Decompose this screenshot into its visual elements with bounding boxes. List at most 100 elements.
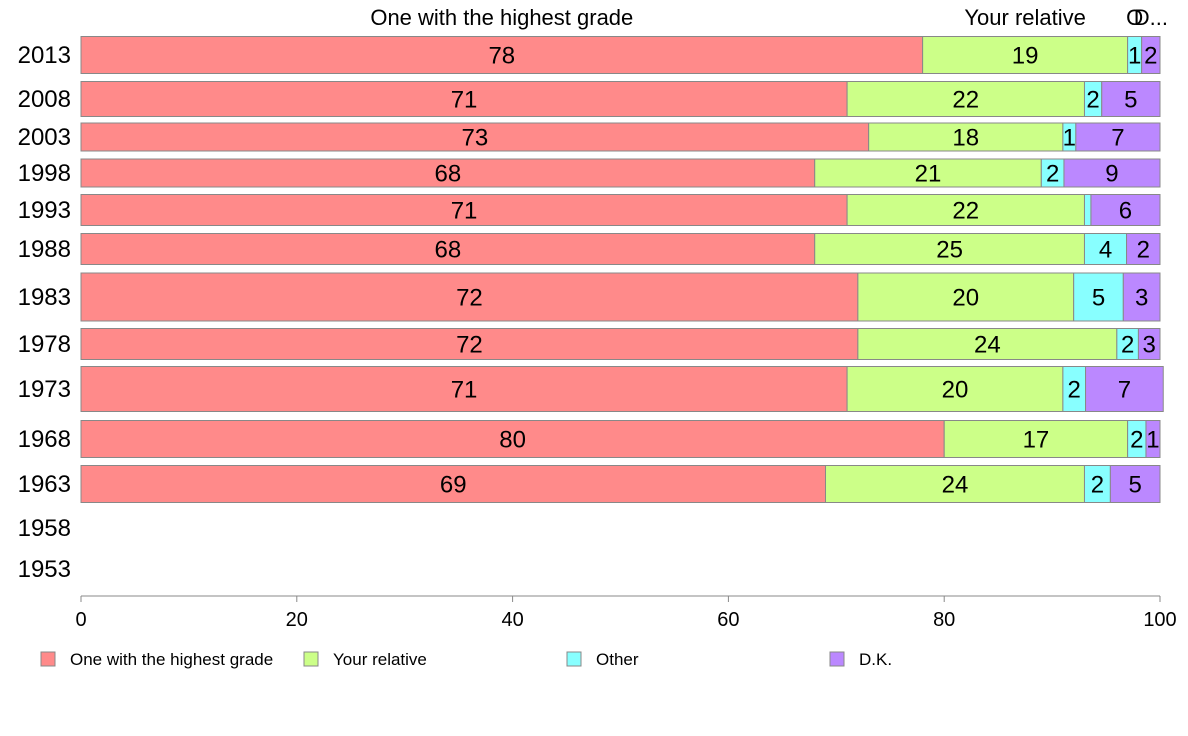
legend-label-other: Other — [596, 650, 639, 669]
row-label-1958: 1958 — [18, 515, 71, 542]
data-label-other-1998: 2 — [1046, 161, 1059, 188]
row-label-1968: 1968 — [18, 426, 71, 453]
row-label-2003: 2003 — [18, 124, 71, 151]
bar-d-k-2003 — [1075, 122, 1161, 152]
bar-your-relative-1963 — [825, 465, 1085, 503]
bar-your-relative-1973 — [846, 366, 1064, 412]
bar-your-relative-1998 — [814, 158, 1042, 188]
legend-swatch-other — [566, 651, 582, 667]
data-label-d-k-1988: 2 — [1137, 237, 1150, 264]
row-label-2008: 2008 — [18, 86, 71, 113]
bar-one-with-the-highest-grade-1973 — [80, 366, 848, 412]
row-label-1993: 1993 — [18, 197, 71, 224]
bar-d-k-2013 — [1141, 36, 1161, 74]
data-label-your-relative-1978: 24 — [974, 332, 1001, 359]
data-label-one-with-the-highest-grade-1998: 68 — [435, 161, 462, 188]
data-label-your-relative-1983: 20 — [952, 285, 979, 312]
x-tick-label-60: 60 — [717, 609, 739, 631]
row-label-1998: 1998 — [18, 160, 71, 187]
data-label-d-k-2008: 5 — [1124, 87, 1137, 114]
data-label-other-2003: 1 — [1063, 125, 1076, 152]
data-label-one-with-the-highest-grade-1973: 71 — [451, 377, 478, 404]
data-label-one-with-the-highest-grade-2008: 71 — [451, 87, 478, 114]
bar-other-1983 — [1073, 272, 1124, 322]
data-label-one-with-the-highest-grade-2013: 78 — [488, 43, 515, 70]
bar-other-1988 — [1083, 233, 1128, 265]
top-label-other: O — [1126, 5, 1143, 30]
data-label-d-k-2013: 2 — [1144, 43, 1157, 70]
bar-your-relative-2008 — [846, 81, 1085, 117]
legend-label-one-with-the-highest-grade: One with the highest grade — [70, 650, 273, 669]
data-label-d-k-1983: 3 — [1135, 285, 1148, 312]
bar-d-k-1978 — [1137, 328, 1161, 360]
bar-your-relative-1993 — [846, 194, 1085, 226]
row-label-1973: 1973 — [18, 376, 71, 403]
bar-d-k-1988 — [1126, 233, 1161, 265]
data-label-one-with-the-highest-grade-1983: 72 — [456, 285, 483, 312]
bar-d-k-1998 — [1063, 158, 1161, 188]
data-label-your-relative-1988: 25 — [936, 237, 963, 264]
data-label-d-k-1993: 6 — [1119, 198, 1132, 225]
data-label-other-1963: 2 — [1091, 472, 1104, 499]
legend-swatch-d-k — [829, 651, 845, 667]
bar-one-with-the-highest-grade-1983 — [80, 272, 859, 322]
row-label-1988: 1988 — [18, 236, 71, 263]
data-label-one-with-the-highest-grade-1978: 72 — [456, 332, 483, 359]
row-label-1978: 1978 — [18, 331, 71, 358]
data-label-other-1973: 2 — [1068, 377, 1081, 404]
bar-one-with-the-highest-grade-2013 — [80, 36, 924, 74]
bar-d-k-1963 — [1109, 465, 1161, 503]
top-label-d-k: D... — [1134, 5, 1168, 30]
legend-label-d-k: D.K. — [859, 650, 892, 669]
bar-d-k-1968 — [1145, 420, 1161, 458]
bar-one-with-the-highest-grade-1978 — [80, 328, 859, 360]
bar-one-with-the-highest-grade-1963 — [80, 465, 827, 503]
data-label-one-with-the-highest-grade-1993: 71 — [451, 198, 478, 225]
data-label-d-k-1963: 5 — [1129, 472, 1142, 499]
legend-label-your-relative: Your relative — [333, 650, 427, 669]
bar-your-relative-2003 — [868, 122, 1064, 152]
data-label-other-1968: 2 — [1130, 427, 1143, 454]
row-label-1963: 1963 — [18, 471, 71, 498]
bar-d-k-1983 — [1122, 272, 1161, 322]
data-label-other-1988: 4 — [1099, 237, 1112, 264]
bar-one-with-the-highest-grade-1968 — [80, 420, 945, 458]
legend-swatch-your-relative — [303, 651, 319, 667]
data-label-d-k-2003: 7 — [1111, 125, 1124, 152]
row-label-1953: 1953 — [18, 556, 71, 583]
bar-your-relative-1968 — [943, 420, 1129, 458]
data-label-your-relative-1998: 21 — [915, 161, 942, 188]
x-tick-label-0: 0 — [75, 609, 86, 631]
data-label-one-with-the-highest-grade-1963: 69 — [440, 472, 467, 499]
data-label-your-relative-1993: 22 — [952, 198, 979, 225]
data-label-other-2013: 1 — [1128, 43, 1141, 70]
bar-other-1963 — [1083, 465, 1111, 503]
bar-one-with-the-highest-grade-1988 — [80, 233, 816, 265]
data-label-your-relative-2008: 22 — [952, 87, 979, 114]
data-label-one-with-the-highest-grade-2003: 73 — [461, 125, 488, 152]
x-tick-label-80: 80 — [933, 609, 955, 631]
data-label-other-2008: 2 — [1086, 87, 1099, 114]
data-label-your-relative-1963: 24 — [942, 472, 969, 499]
data-label-d-k-1973: 7 — [1118, 377, 1131, 404]
row-label-2013: 2013 — [18, 42, 71, 69]
bar-your-relative-1978 — [857, 328, 1118, 360]
data-label-your-relative-2013: 19 — [1012, 43, 1039, 70]
data-label-other-1983: 5 — [1092, 285, 1105, 312]
legend-swatch-one-with-the-highest-grade — [40, 651, 56, 667]
x-tick-label-40: 40 — [501, 609, 523, 631]
data-label-d-k-1978: 3 — [1143, 332, 1156, 359]
bar-d-k-2008 — [1101, 81, 1161, 117]
bar-one-with-the-highest-grade-1993 — [80, 194, 848, 226]
data-label-one-with-the-highest-grade-1988: 68 — [435, 237, 462, 264]
bar-d-k-1973 — [1085, 366, 1164, 412]
bar-one-with-the-highest-grade-1998 — [80, 158, 816, 188]
bar-your-relative-2013 — [922, 36, 1129, 74]
bar-other-1993 — [1083, 194, 1092, 226]
x-tick-label-20: 20 — [286, 609, 308, 631]
row-label-1983: 1983 — [18, 284, 71, 311]
data-label-your-relative-1973: 20 — [942, 377, 969, 404]
top-label-your-relative: Your relative — [964, 5, 1085, 30]
